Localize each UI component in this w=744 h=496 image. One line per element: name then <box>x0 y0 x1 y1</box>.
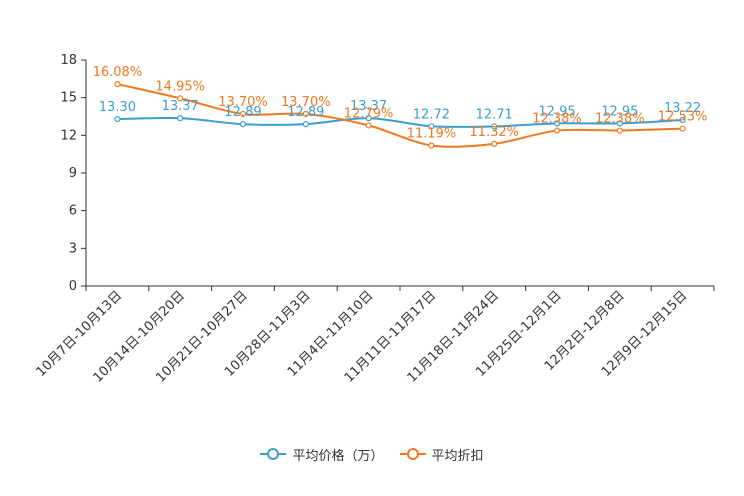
data-label: 12.79% <box>344 106 394 121</box>
data-point <box>365 115 372 122</box>
chart-legend: 平均价格（万） 平均折扣 <box>0 444 744 464</box>
data-point <box>239 121 247 128</box>
data-point <box>679 125 686 132</box>
legend-swatch-avg-discount <box>399 447 426 461</box>
data-label: 12.53% <box>658 110 708 125</box>
data-point <box>491 123 498 130</box>
y-tick-label: 9 <box>69 166 77 181</box>
data-point <box>177 115 184 122</box>
data-label: 12.38% <box>532 112 582 127</box>
data-label: 12.95 <box>538 104 575 119</box>
data-point <box>553 120 561 127</box>
legend-item-avg-discount[interactable]: 平均折扣 <box>399 445 484 464</box>
data-point <box>302 121 309 128</box>
y-tick-label: 12 <box>60 128 77 143</box>
data-label: 13.37 <box>350 99 387 114</box>
data-label: 13.22 <box>664 101 701 116</box>
data-label: 11.19% <box>407 127 457 142</box>
data-point <box>553 127 561 134</box>
series-line-0 <box>117 116 683 128</box>
y-tick-label: 0 <box>69 279 77 294</box>
data-point <box>302 110 309 118</box>
data-point <box>679 116 686 124</box>
data-label: 16.08% <box>93 65 143 80</box>
data-point <box>365 122 372 129</box>
y-tick-label: 3 <box>69 241 77 256</box>
y-tick-label: 15 <box>60 91 77 106</box>
data-point <box>616 120 623 127</box>
series-line-1 <box>117 83 683 148</box>
data-point <box>428 142 435 149</box>
data-point <box>616 127 623 134</box>
legend-swatch-avg-price <box>260 447 287 461</box>
data-point <box>239 110 247 118</box>
data-point <box>491 140 498 147</box>
data-label: 12.72 <box>413 107 450 122</box>
data-label: 12.71 <box>476 107 513 122</box>
y-tick-label: 6 <box>69 204 77 219</box>
data-point <box>177 95 184 102</box>
data-point <box>114 81 121 88</box>
legend-label-avg-price: 平均价格（万） <box>292 448 384 464</box>
chart-data-labels: 13.30 13.37 12.89 12.89 13.37 12.72 12.71 12.95… <box>93 65 708 141</box>
data-label: 11.32% <box>469 125 519 140</box>
data-point <box>114 115 121 123</box>
data-label: 14.95% <box>155 79 205 94</box>
data-label: 13.30 <box>99 100 136 115</box>
chart-series <box>114 81 686 149</box>
data-label: 13.70% <box>218 95 268 110</box>
data-label: 12.95 <box>601 104 638 119</box>
legend-item-avg-price[interactable]: 平均价格（万） <box>260 445 384 464</box>
data-point <box>428 123 435 130</box>
data-label: 12.38% <box>595 112 645 127</box>
legend-label-avg-discount: 平均折扣 <box>431 448 484 464</box>
data-label: 12.89 <box>287 105 324 120</box>
y-tick-label: 18 <box>60 53 77 68</box>
data-label: 12.89 <box>224 105 261 120</box>
data-label: 13.70% <box>281 95 331 110</box>
data-label: 13.37 <box>162 99 199 114</box>
